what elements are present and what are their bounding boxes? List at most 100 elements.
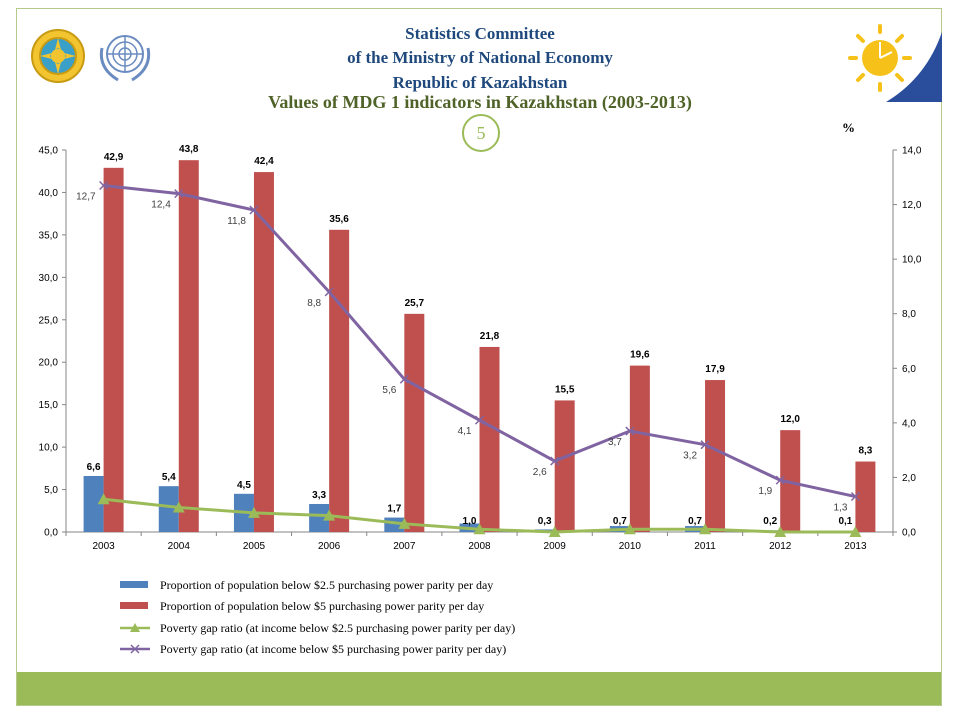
statistics-committee-logo-icon (848, 24, 942, 102)
bar-data-label-5: 19,6 (630, 350, 650, 361)
x-marker (324, 287, 334, 297)
bar-below-5 (855, 461, 876, 532)
x-tick-label: 2003 (92, 541, 115, 552)
legend-label: Poverty gap ratio (at income below $5 pu… (160, 642, 507, 656)
bar-below-5 (705, 380, 726, 532)
unit-label: % (842, 120, 855, 135)
bar-below-5 (329, 229, 350, 532)
slide-frame (16, 8, 942, 706)
bar-data-label-5: 21,8 (480, 331, 500, 342)
bar-data-label-5: 25,7 (405, 298, 425, 309)
right-tick-label: 10,0 (902, 255, 922, 266)
x-marker (700, 440, 710, 450)
line-data-label-5: 2,6 (533, 467, 547, 478)
triangle-marker (623, 523, 636, 535)
right-tick-label: 4,0 (902, 418, 916, 429)
left-tick-label: 10,0 (39, 443, 59, 454)
legend-swatch-red (120, 602, 148, 609)
x-tick-label: 2009 (544, 541, 567, 552)
x-marker (174, 189, 184, 199)
un-emblem-icon (99, 35, 151, 82)
bar-data-label-5: 43,8 (179, 144, 199, 155)
bar-below-5 (103, 167, 124, 532)
page-number-badge: 5 (462, 114, 500, 152)
x-marker (399, 374, 409, 384)
bar-data-label-2.5: 0,3 (538, 516, 552, 527)
x-marker (474, 415, 485, 425)
bar-below-2.5 (158, 486, 179, 532)
bar-below-2.5 (309, 503, 330, 532)
left-tick-label: 40,0 (39, 188, 59, 199)
bar-below-5 (253, 172, 274, 532)
left-tick-label: 25,0 (39, 315, 59, 326)
bar-data-label-5: 17,9 (705, 364, 725, 375)
x-marker (99, 180, 109, 191)
x-tick-label: 2013 (844, 541, 867, 552)
bar-data-label-2.5: 0,2 (763, 516, 777, 527)
bar-below-2.5 (83, 475, 104, 532)
legend-label: Proportion of population below $5 purcha… (160, 599, 485, 613)
line-data-label-5: 4,1 (458, 426, 472, 437)
right-tick-label: 8,0 (902, 309, 916, 320)
bar-data-label-2.5: 5,4 (162, 472, 176, 483)
line-data-label-5: 1,3 (834, 503, 848, 514)
bar-data-label-2.5: 0,1 (838, 516, 852, 527)
x-tick-label: 2006 (318, 541, 341, 552)
bar-below-5 (404, 313, 425, 532)
org-name-line-1: Statistics Committee (405, 24, 555, 43)
triangle-marker (849, 526, 862, 537)
line-data-label-5: 3,2 (683, 451, 697, 462)
line-data-label-5: 3,7 (608, 437, 622, 448)
triangle-marker (97, 493, 110, 505)
bar-data-label-2.5: 3,3 (312, 490, 326, 501)
triangle-marker (323, 509, 336, 521)
x-tick-label: 2004 (168, 541, 191, 552)
triangle-marker (473, 523, 486, 535)
legend-x-marker-icon (120, 644, 150, 654)
kazakhstan-emblem-icon (31, 29, 85, 83)
left-tick-label: 30,0 (39, 273, 59, 284)
x-tick-label: 2012 (769, 541, 792, 552)
bar-data-label-2.5: 6,6 (87, 462, 101, 473)
legend-triangle-marker-icon (120, 623, 150, 632)
x-marker (249, 205, 259, 215)
line-data-label-5: 5,6 (382, 385, 396, 396)
bar-data-label-2.5: 0,7 (613, 516, 627, 527)
right-tick-label: 0,0 (902, 528, 916, 539)
bar-below-5 (178, 160, 199, 533)
x-marker (625, 426, 635, 436)
x-marker (850, 491, 860, 502)
bar-data-label-5: 42,9 (104, 152, 124, 163)
bar-data-label-5: 15,5 (555, 384, 575, 395)
bar-data-label-2.5: 4,5 (237, 480, 251, 491)
left-tick-label: 45,0 (39, 146, 59, 157)
bar-data-label-5: 42,4 (254, 156, 274, 167)
line-data-label-5: 11,8 (227, 216, 246, 227)
triangle-marker (699, 523, 712, 535)
line-data-label-5: 8,8 (307, 298, 321, 309)
bar-data-label-5: 12,0 (780, 414, 800, 425)
bar-below-5 (629, 365, 650, 532)
right-tick-label: 2,0 (902, 473, 916, 484)
x-tick-label: 2010 (619, 541, 642, 552)
right-tick-label: 12,0 (902, 200, 922, 211)
x-tick-label: 2008 (468, 541, 491, 552)
legend-label: Proportion of population below $2.5 purc… (160, 578, 494, 592)
org-name-line-3: Republic of Kazakhstan (392, 73, 568, 92)
left-tick-label: 0,0 (44, 528, 58, 539)
right-tick-label: 6,0 (902, 364, 916, 375)
bar-data-label-5: 8,3 (858, 446, 872, 457)
triangle-marker (548, 526, 561, 537)
chart-title: Values of MDG 1 indicators in Kazakhstan… (268, 92, 692, 112)
x-marker (775, 475, 785, 485)
triangle-marker (247, 506, 260, 518)
bar-data-label-2.5: 1,0 (463, 516, 477, 527)
line-data-label-5: 1,9 (758, 486, 772, 497)
left-tick-label: 15,0 (39, 400, 59, 411)
bar-data-label-2.5: 0,7 (688, 516, 702, 527)
line-data-label-5: 12,7 (76, 191, 96, 202)
x-tick-label: 2005 (243, 541, 266, 552)
x-tick-label: 2011 (694, 541, 716, 552)
triangle-marker (172, 501, 185, 513)
